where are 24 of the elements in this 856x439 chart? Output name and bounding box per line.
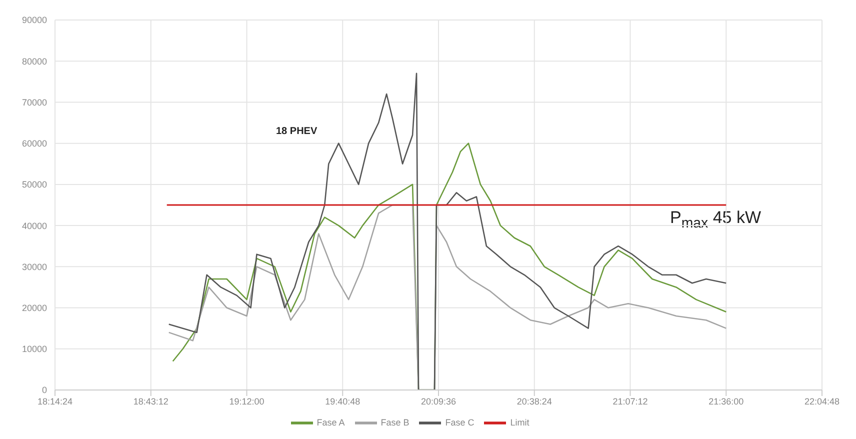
annotation: 18 PHEV [276,126,318,137]
y-tick-label: 80000 [22,56,47,66]
legend-label: Fase C [445,417,474,428]
y-tick-label: 20000 [22,302,47,313]
x-tick-label: 22:04:48 [804,396,840,406]
x-tick-label: 18:43:12 [133,396,168,406]
y-tick-label: 0 [42,385,47,396]
y-tick-label: 90000 [22,15,47,26]
x-tick-label: 21:07:12 [612,396,648,406]
legend-label: Fase B [380,417,410,428]
x-tick-label: 19:12:00 [229,396,264,406]
y-tick-label: 60000 [22,138,47,149]
legend-label: Limit [510,417,530,428]
x-tick-label: 18:14:24 [37,396,73,406]
y-tick-label: 70000 [22,97,47,108]
x-tick-label: 20:09:36 [420,396,456,406]
x-tick-label: 21:36:00 [708,396,744,406]
x-tick-label: 20:38:24 [516,396,552,406]
y-tick-label: 10000 [22,344,47,354]
x-tick-label: 19:40:48 [325,396,360,406]
legend-label: Fase A [316,417,345,428]
y-tick-label: 30000 [22,262,47,272]
y-tick-label: 40000 [22,220,47,231]
y-tick-label: 50000 [22,180,47,190]
